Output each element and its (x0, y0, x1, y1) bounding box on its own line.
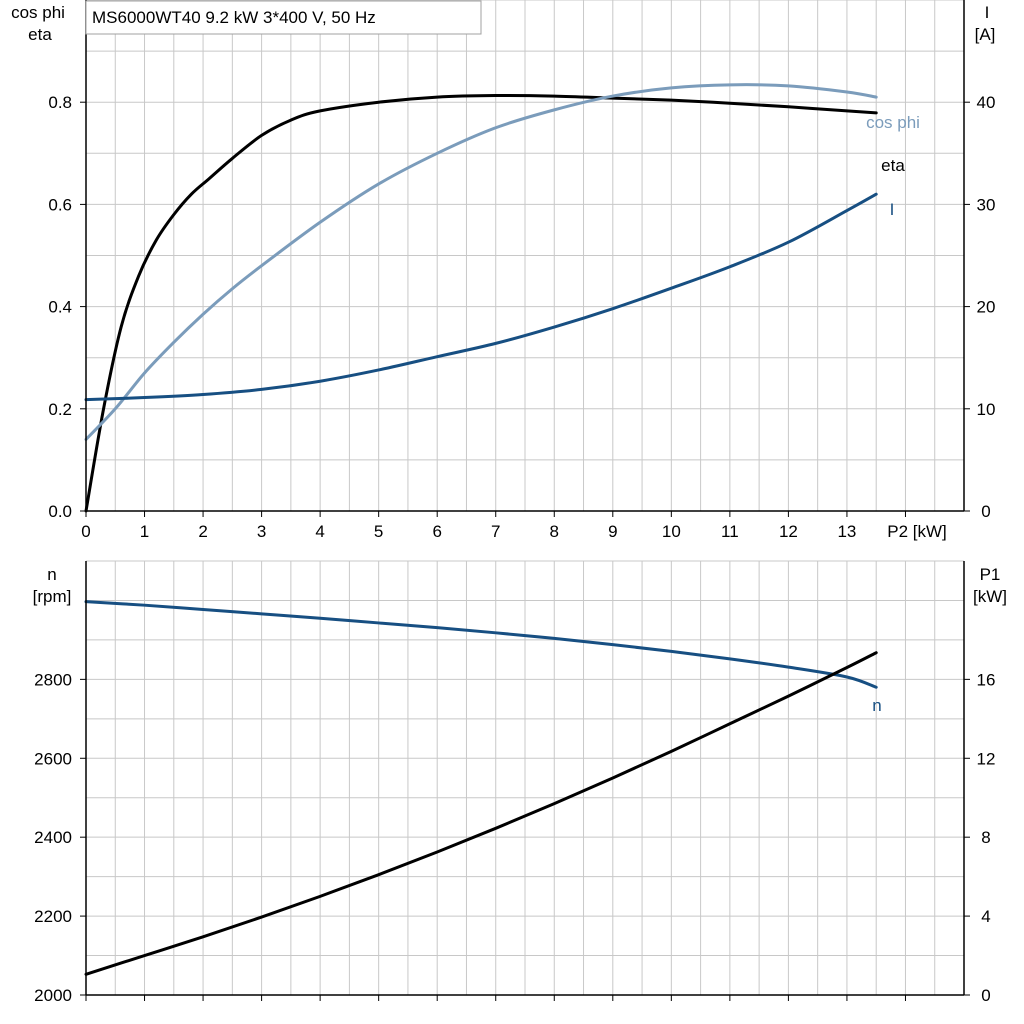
series-label-eta: eta (881, 156, 905, 175)
upper-x-tick-label: 13 (837, 522, 856, 541)
lower-left-tick-label: 2400 (34, 828, 72, 847)
upper-left-tick-label: 0.2 (48, 400, 72, 419)
lower-series-layer: n (84, 600, 882, 976)
lower-right-tick-label: 8 (981, 828, 990, 847)
series-line-i (84, 192, 878, 402)
upper-left-axis-title-line2: eta (28, 25, 52, 44)
series-line-n (84, 600, 878, 689)
lower-left-tick-label: 2600 (34, 749, 72, 768)
upper-x-tick-label: 2 (198, 522, 207, 541)
lower-right-axis-title-line1: P1 (980, 565, 1001, 584)
upper-right-tick-label: 0 (981, 502, 990, 521)
upper-x-tick-label: 8 (550, 522, 559, 541)
upper-x-tick-label: 6 (432, 522, 441, 541)
upper-left-tick-label: 0.8 (48, 93, 72, 112)
lower-left-axis-title-line1: n (47, 565, 56, 584)
series-label-i: I (890, 200, 895, 219)
upper-right-tick-label: 10 (977, 400, 996, 419)
lower-left-tick-label: 2000 (34, 986, 72, 1005)
lower-left-tick-label: 2200 (34, 907, 72, 926)
upper-right-axis-title-line2: [A] (975, 25, 996, 44)
upper-right-axis-title-line1: I (985, 3, 990, 22)
upper-x-tick-label: 10 (662, 522, 681, 541)
upper-x-tick-label: 5 (374, 522, 383, 541)
lower-right-tick-label: 16 (977, 670, 996, 689)
series-label-n: n (872, 696, 881, 715)
upper-left-axis-title-line1: cos phi (11, 3, 65, 22)
lower-right-tick-label: 12 (977, 749, 996, 768)
lower-left-tick-label: 2800 (34, 670, 72, 689)
upper-right-tick-label: 30 (977, 195, 996, 214)
lower-grid (85, 560, 965, 996)
motor-info-box: MS6000WT40 9.2 kW 3*400 V, 50 Hz (85, 0, 482, 35)
upper-grid (85, 0, 965, 512)
series-line-cos-phi (84, 83, 878, 441)
upper-x-tick-label: 12 (779, 522, 798, 541)
upper-x-tick-label: 4 (315, 522, 324, 541)
lower-chart: n 2000 2200 2400 2600 2800 0 4 8 12 16 n [rpm] P1… (33, 560, 1007, 1005)
upper-series-layer: eta cos phi I (84, 83, 920, 513)
upper-x-tick-label: 9 (608, 522, 617, 541)
series-label-cos-phi: cos phi (866, 113, 920, 132)
lower-left-axis-title-line2: [rpm] (33, 587, 72, 606)
upper-left-tick-label: 0.4 (48, 298, 72, 317)
series-line-eta (84, 94, 878, 513)
upper-right-tick-label: 20 (977, 298, 996, 317)
lower-axes: 2000 2200 2400 2600 2800 0 4 8 12 16 (34, 561, 995, 1005)
upper-x-tick-label: 11 (721, 522, 739, 541)
motor-info-label: MS6000WT40 9.2 kW 3*400 V, 50 Hz (92, 8, 376, 27)
lower-right-axis-title-line2: [kW] (973, 587, 1007, 606)
upper-x-tick-label: 3 (257, 522, 266, 541)
upper-right-tick-label: 40 (977, 93, 996, 112)
lower-right-tick-label: 0 (981, 986, 990, 1005)
upper-left-tick-label: 0.0 (48, 502, 72, 521)
upper-x-tick-label: 7 (491, 522, 500, 541)
upper-x-tick-label: 0 (81, 522, 90, 541)
lower-right-tick-label: 4 (981, 907, 990, 926)
series-line-p1 (84, 651, 878, 976)
upper-x-tick-label: 1 (140, 522, 149, 541)
upper-left-tick-label: 0.6 (48, 195, 72, 214)
upper-x-axis-title: P2 [kW] (887, 522, 947, 541)
